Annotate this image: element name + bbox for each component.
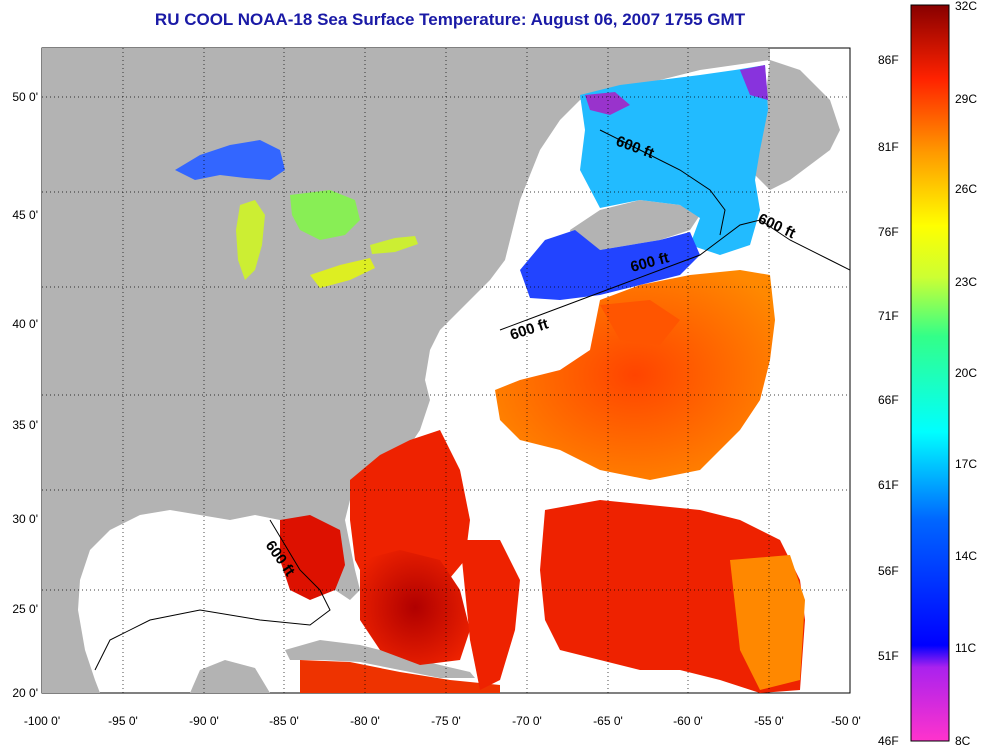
land-yucatan (190, 660, 270, 693)
lon-tick-label: -65 0' (593, 714, 623, 728)
colorbar-f-label: 81F (878, 140, 899, 154)
sst-sargasso-east (730, 555, 805, 690)
lake-erie (310, 258, 375, 288)
land-north-america (42, 48, 770, 693)
sst-sargasso (540, 500, 805, 693)
isobath-600ft-gulf (94, 519, 331, 671)
lat-tick-label: 50 0' (12, 90, 38, 104)
colorbar-f-label: 51F (878, 649, 899, 663)
colorbar-f-label: 61F (878, 478, 899, 492)
colorbar-c-label: 11C (955, 641, 976, 655)
lon-tick-label: -80 0' (350, 714, 380, 728)
lon-tick-label: -90 0' (189, 714, 219, 728)
colorbar-c-label: 32C (955, 0, 977, 13)
colorbar-c-label: 29C (955, 92, 977, 106)
sst-bahamas (360, 550, 470, 665)
sst-cold-purple-ne (740, 65, 768, 100)
colorbar-fahrenheit-labels: 86F 81F 76F 71F 66F 61F 56F 51F 46F (878, 53, 899, 748)
map-title: RU COOL NOAA-18 Sea Surface Temperature:… (154, 10, 746, 29)
lon-tick-label: -50 0' (831, 714, 861, 728)
colorbar-celsius-labels: 32C 29C 26C 23C 20C 17C 14C 11C 8C (955, 0, 977, 748)
lat-tick-label: 35 0' (12, 418, 38, 432)
lon-tick-label: -55 0' (754, 714, 784, 728)
sst-slope-sea (495, 270, 775, 480)
sst-gulf-st-lawrence (580, 65, 768, 255)
lon-tick-label: -75 0' (431, 714, 461, 728)
colorbar-c-label: 23C (955, 275, 977, 289)
sst-gulf-stream (600, 300, 680, 345)
lat-axis: 50 0' 45 0' 40 0' 35 0' 30 0' 25 0' 20 0… (12, 90, 38, 700)
lon-axis: -100 0' -95 0' -90 0' -85 0' -80 0' -75 … (24, 714, 861, 728)
lake-huron (290, 190, 360, 240)
colorbar-f-label: 66F (878, 393, 899, 407)
sst-cold-purple (585, 92, 630, 115)
lon-tick-label: -60 0' (673, 714, 703, 728)
colorbar-c-label: 26C (955, 182, 977, 196)
colorbar-f-label: 56F (878, 564, 899, 578)
lat-tick-label: 20 0' (12, 686, 38, 700)
lat-tick-label: 40 0' (12, 317, 38, 331)
lat-tick-label: 45 0' (12, 208, 38, 222)
colorbar-f-label: 76F (878, 225, 899, 239)
lake-ontario (370, 236, 418, 254)
lon-tick-label: -100 0' (24, 714, 60, 728)
sst-atlantic-south (460, 540, 520, 690)
sst-gulf-east (280, 515, 345, 600)
lon-tick-label: -85 0' (269, 714, 299, 728)
land-nova-scotia (570, 200, 700, 255)
isobath-600ft-stlawrence (599, 129, 726, 236)
lake-superior (175, 140, 285, 180)
colorbar-c-label: 8C (955, 734, 971, 748)
land-newfoundland (755, 60, 840, 190)
colorbar-f-label: 71F (878, 309, 899, 323)
isobath-600ft-north (499, 219, 850, 331)
colorbar-f-label: 46F (878, 734, 899, 748)
lake-michigan (236, 200, 265, 280)
lon-tick-label: -95 0' (108, 714, 138, 728)
colorbar-f-label: 86F (878, 53, 899, 67)
lat-tick-label: 30 0' (12, 512, 38, 526)
colorbar-c-label: 14C (955, 549, 977, 563)
lat-tick-label: 25 0' (12, 602, 38, 616)
colorbar-c-label: 20C (955, 366, 977, 380)
colorbar (910, 4, 950, 742)
sst-caribbean (300, 660, 500, 693)
land-cuba (285, 640, 475, 678)
lon-tick-label: -70 0' (512, 714, 542, 728)
sst-gulf-of-maine (520, 230, 700, 300)
colorbar-c-label: 17C (955, 457, 977, 471)
map-grid (42, 48, 850, 693)
